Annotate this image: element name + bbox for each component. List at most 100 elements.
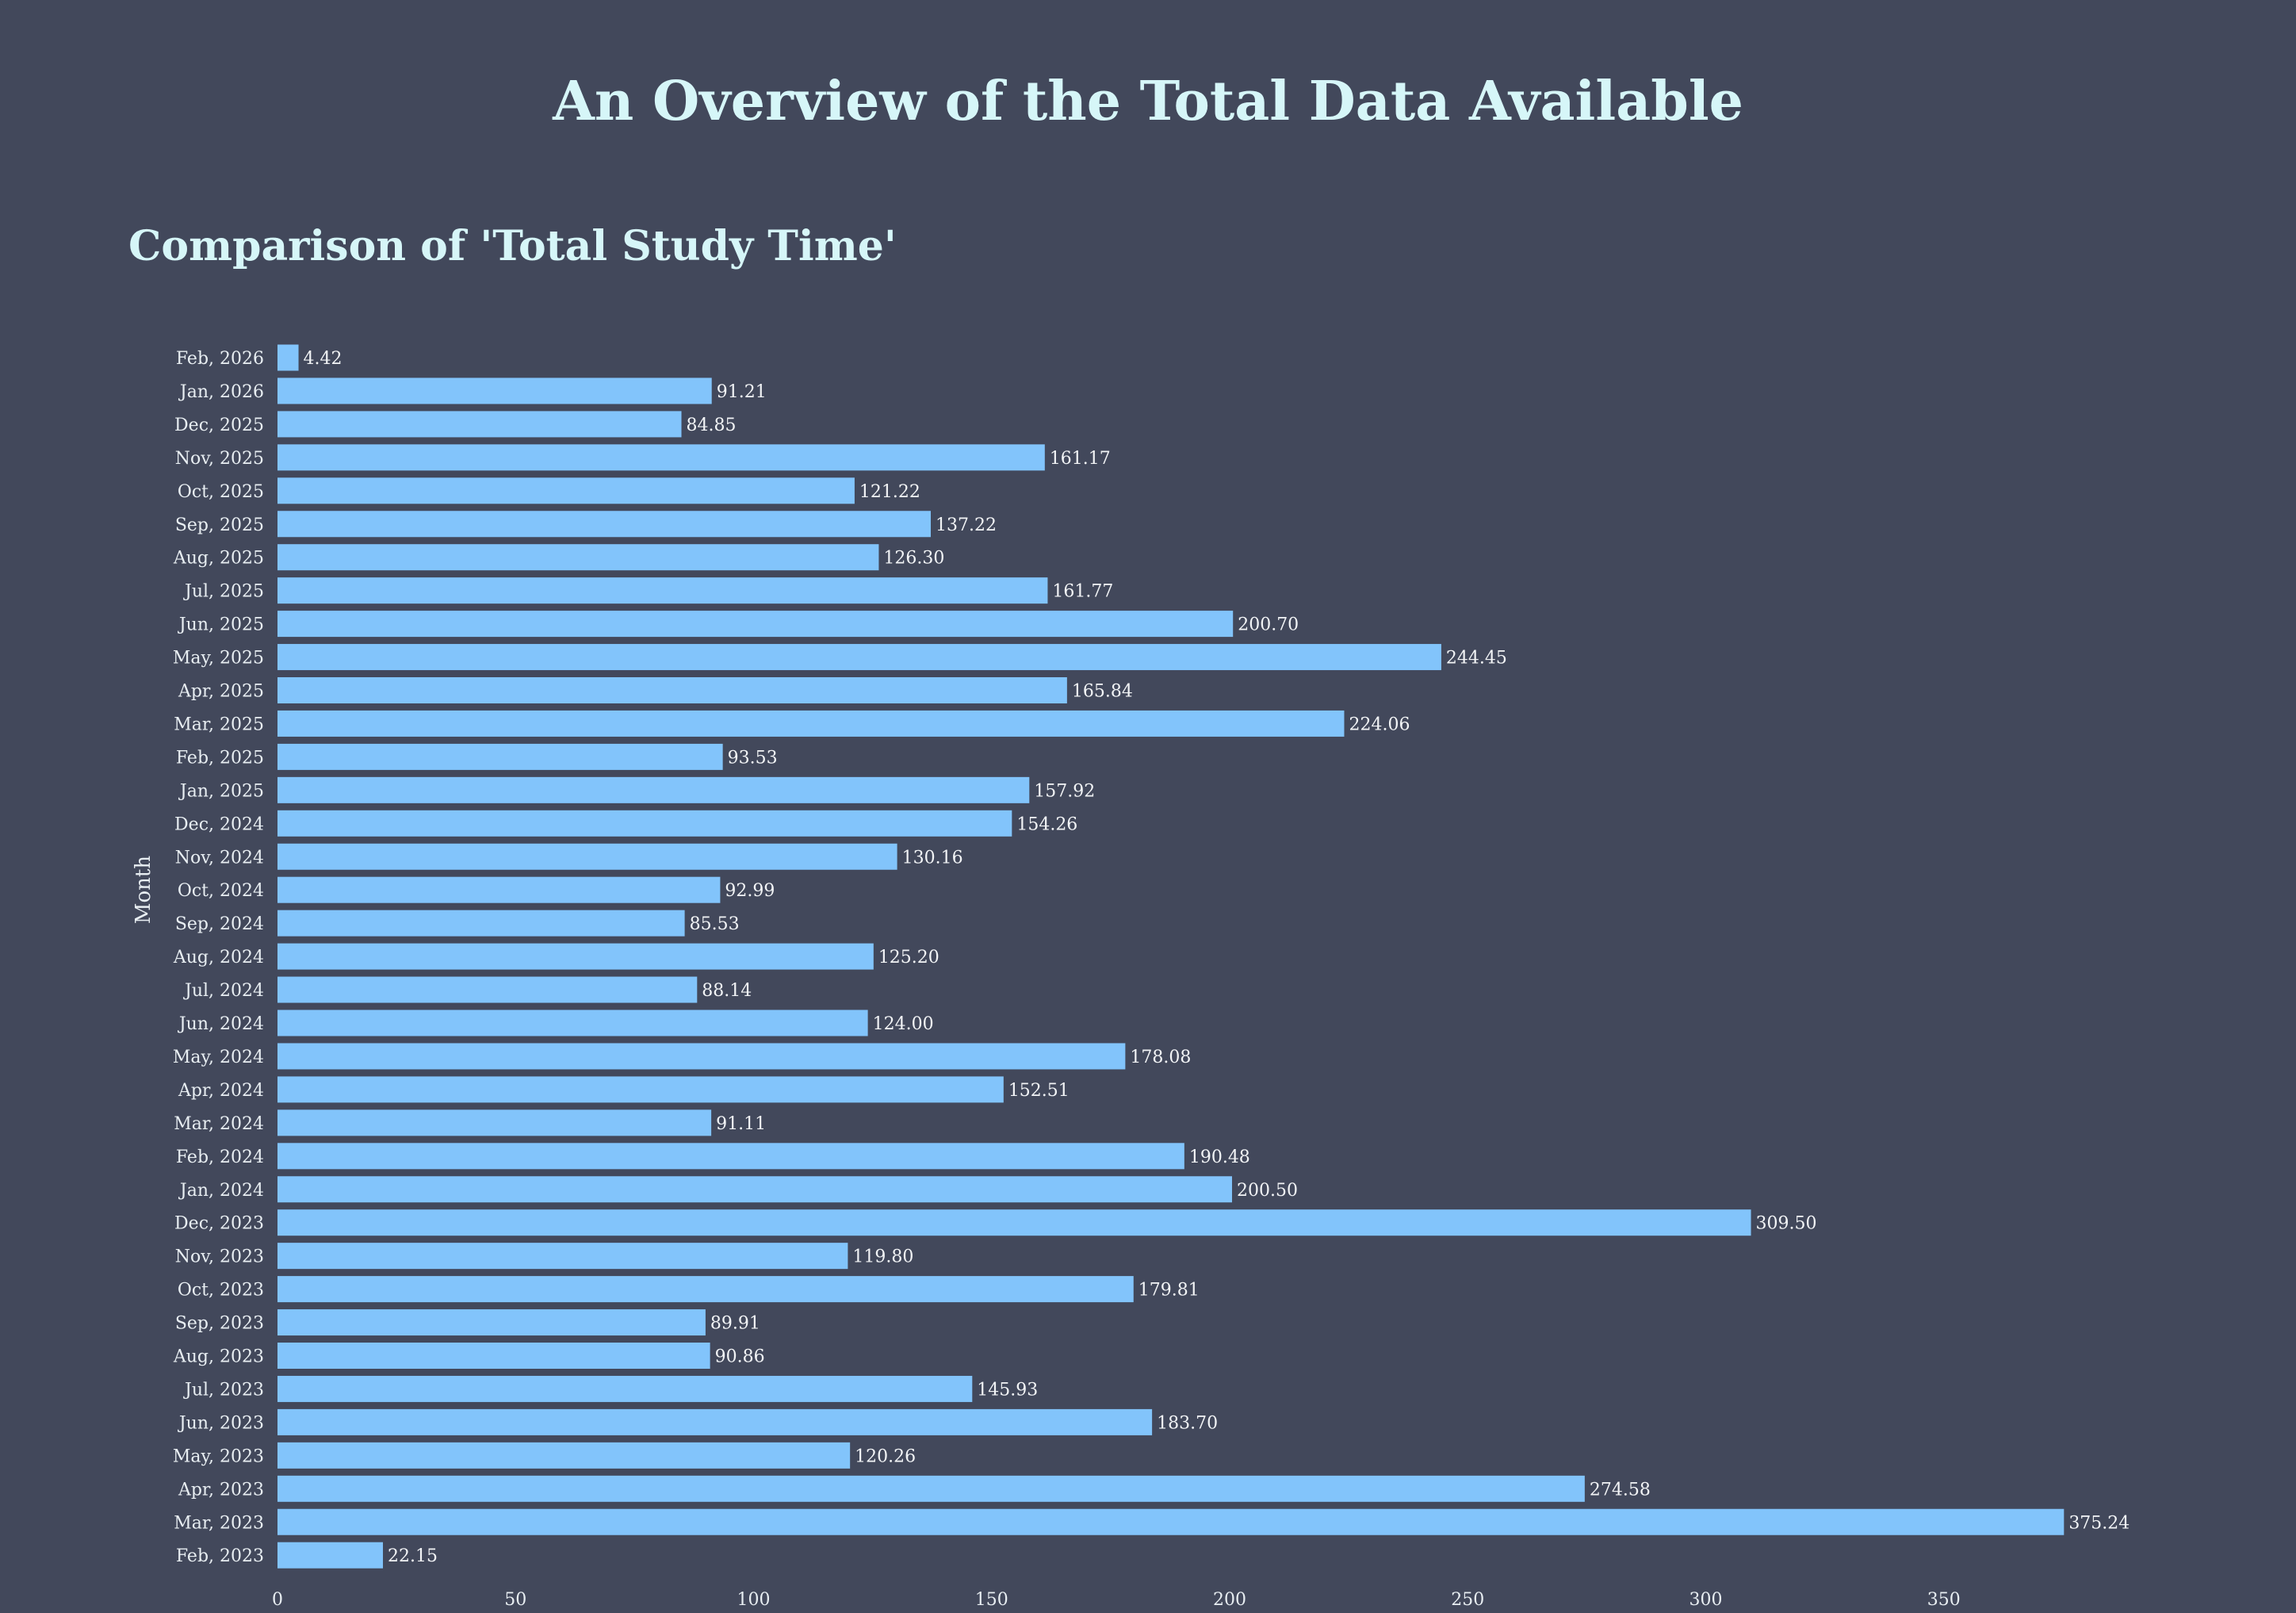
bar-jul-2025 (277, 577, 1048, 604)
y-tick-label: Oct, 2024 (178, 881, 264, 901)
y-tick-label: Nov, 2024 (175, 848, 264, 868)
y-tick-label: Aug, 2024 (173, 948, 264, 967)
value-label: 309.50 (1756, 1214, 1817, 1234)
y-tick-label: Oct, 2023 (178, 1281, 264, 1301)
x-tick-label: 350 (1927, 1590, 1961, 1610)
value-label: 85.53 (690, 914, 740, 934)
value-label: 22.15 (388, 1546, 438, 1566)
y-tick-label: Jan, 2025 (178, 781, 264, 801)
y-tick-label: Apr, 2023 (178, 1480, 264, 1500)
x-tick-label: 200 (1213, 1590, 1246, 1610)
value-label: 119.80 (852, 1247, 913, 1267)
value-label: 274.58 (1590, 1480, 1651, 1500)
bar-jun-2024 (277, 1010, 868, 1036)
y-tick-label: Apr, 2025 (178, 682, 264, 702)
y-tick-label: Feb, 2025 (176, 748, 264, 768)
y-tick-label: Feb, 2023 (176, 1546, 264, 1566)
bar-jan-2026 (277, 377, 712, 404)
y-tick-label: Jul, 2024 (183, 981, 264, 1001)
value-label: 125.20 (878, 948, 939, 967)
value-label: 157.92 (1034, 781, 1095, 801)
bar-may-2024 (277, 1043, 1126, 1070)
y-tick-label: Sep, 2025 (175, 515, 264, 535)
value-label: 161.17 (1050, 449, 1111, 469)
bar-apr-2023 (277, 1475, 1585, 1502)
y-tick-label: May, 2024 (173, 1048, 264, 1067)
value-label: 90.86 (715, 1347, 765, 1367)
value-label: 89.91 (710, 1314, 760, 1334)
value-label: 130.16 (902, 848, 963, 868)
bars-group (277, 344, 2064, 1569)
value-label: 92.99 (725, 881, 775, 901)
x-tick-labels: 0 50 100 150 200 250 300 350 (272, 1590, 1961, 1610)
page-title: An Overview of the Total Data Available (553, 70, 1743, 133)
bar-sep-2024 (277, 910, 685, 937)
y-tick-label: Apr, 2024 (178, 1081, 264, 1101)
value-label: 152.51 (1008, 1081, 1070, 1101)
value-label: 91.21 (717, 382, 767, 402)
value-label: 375.24 (2068, 1513, 2130, 1533)
bar-nov-2025 (277, 444, 1045, 471)
bar-sep-2023 (277, 1309, 706, 1336)
bar-oct-2024 (277, 876, 721, 903)
value-label: 137.22 (936, 515, 997, 535)
value-label: 178.08 (1130, 1048, 1191, 1067)
y-tick-label: Jan, 2026 (178, 382, 264, 402)
value-label: 190.48 (1189, 1147, 1250, 1167)
bar-aug-2025 (277, 544, 879, 571)
value-label: 93.53 (728, 748, 778, 768)
value-label: 179.81 (1138, 1281, 1200, 1301)
value-label: 200.50 (1237, 1181, 1298, 1201)
value-label: 200.70 (1238, 615, 1299, 635)
bar-dec-2023 (277, 1209, 1751, 1236)
bar-sep-2025 (277, 511, 932, 538)
bar-may-2023 (277, 1442, 851, 1469)
y-tick-label: Nov, 2023 (175, 1247, 264, 1267)
value-label: 183.70 (1157, 1413, 1218, 1433)
y-tick-label: Jul, 2025 (183, 582, 264, 602)
value-label: 121.22 (859, 482, 920, 502)
x-tick-label: 100 (737, 1590, 771, 1610)
bar-nov-2023 (277, 1243, 848, 1270)
bar-feb-2026 (277, 344, 299, 371)
bar-jul-2024 (277, 976, 698, 1003)
y-tick-label: Jul, 2023 (183, 1380, 264, 1400)
y-tick-label: Aug, 2023 (173, 1347, 264, 1367)
bar-nov-2024 (277, 843, 897, 870)
bar-may-2025 (277, 644, 1441, 671)
y-tick-label: Oct, 2025 (178, 482, 264, 502)
bar-mar-2024 (277, 1109, 712, 1136)
bar-jul-2023 (277, 1375, 973, 1402)
y-tick-label: May, 2025 (173, 649, 264, 669)
y-tick-label: Sep, 2024 (175, 914, 264, 934)
x-tick-label: 0 (272, 1590, 283, 1610)
y-tick-label: Mar, 2024 (174, 1114, 264, 1134)
value-label: 161.77 (1052, 582, 1113, 602)
value-label: 88.14 (702, 981, 752, 1001)
x-tick-label: 250 (1451, 1590, 1484, 1610)
value-label: 224.06 (1349, 715, 1410, 734)
y-tick-labels: Feb, 2023 Mar, 2023 Apr, 2023 May, 2023 Jun,… (173, 349, 264, 1566)
bar-oct-2025 (277, 477, 855, 504)
y-tick-label: Jun, 2025 (178, 615, 264, 635)
y-tick-label: Mar, 2023 (174, 1513, 264, 1533)
bar-mar-2025 (277, 710, 1345, 737)
y-tick-label: Sep, 2023 (175, 1314, 264, 1334)
bar-feb-2023 (277, 1542, 384, 1569)
y-tick-label: Aug, 2025 (173, 549, 264, 569)
value-label: 91.11 (716, 1114, 766, 1134)
value-label: 154.26 (1016, 814, 1077, 834)
bar-mar-2023 (277, 1508, 2064, 1535)
bar-jun-2023 (277, 1408, 1153, 1435)
value-label: 124.00 (873, 1014, 934, 1034)
y-tick-label: Jun, 2023 (178, 1413, 264, 1433)
value-label: 120.26 (855, 1446, 916, 1466)
y-tick-label: Dec, 2025 (174, 416, 264, 435)
bar-jan-2025 (277, 776, 1030, 803)
x-tick-label: 300 (1689, 1590, 1723, 1610)
bar-jun-2025 (277, 611, 1234, 638)
bar-jan-2024 (277, 1176, 1233, 1203)
y-tick-label: Dec, 2024 (174, 814, 264, 834)
value-label: 84.85 (687, 416, 737, 435)
